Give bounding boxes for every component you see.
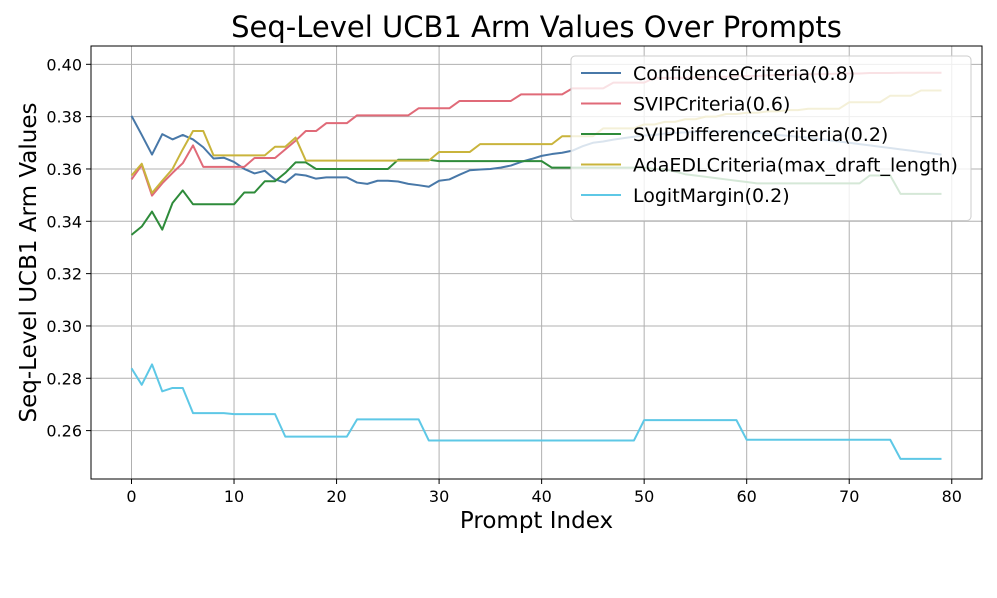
- y-tick-label: 0.30: [46, 317, 82, 336]
- y-tick-label: 0.36: [46, 160, 82, 179]
- legend-label: AdaEDLCriteria(max_draft_length): [633, 155, 958, 177]
- x-tick-label: 70: [839, 487, 859, 506]
- legend-label: LogitMargin(0.2): [633, 185, 790, 207]
- y-tick-label: 0.38: [46, 108, 82, 127]
- x-tick-label: 60: [737, 487, 757, 506]
- x-tick-label: 40: [531, 487, 551, 506]
- x-axis: 0 10 20 30 40 50 60 70 80: [126, 479, 962, 506]
- legend-box: [570, 55, 972, 221]
- x-tick-label: 30: [429, 487, 449, 506]
- legend-label: SVIPCriteria(0.6): [633, 94, 790, 116]
- legend-label: ConfidenceCriteria(0.8): [633, 63, 855, 85]
- x-tick-label: 80: [942, 487, 962, 506]
- y-tick-label: 0.28: [46, 369, 82, 388]
- legend: ConfidenceCriteria(0.8) SVIPCriteria(0.6)…: [570, 55, 972, 221]
- y-tick-label: 0.26: [46, 422, 82, 441]
- x-tick-label: 50: [634, 487, 654, 506]
- x-tick-label: 0: [126, 487, 136, 506]
- y-tick-label: 0.32: [46, 265, 82, 284]
- x-tick-label: 10: [224, 487, 244, 506]
- x-tick-label: 20: [326, 487, 346, 506]
- y-axis-label: Seq-Level UCB1 Arm Values: [16, 103, 42, 423]
- series-line-5: [130, 363, 942, 460]
- legend-label: SVIPDifferenceCriteria(0.2): [633, 124, 888, 146]
- y-tick-label: 0.34: [46, 212, 82, 231]
- y-tick-label: 0.40: [46, 55, 82, 74]
- plot-frame: [90, 45, 983, 480]
- x-axis-label: Prompt Index: [460, 508, 613, 534]
- chart-title: Seq-Level UCB1 Arm Values Over Prompts: [231, 10, 842, 44]
- y-axis: 0.26 0.28 0.30 0.32 0.34 0.36 0.38 0.40: [46, 55, 91, 441]
